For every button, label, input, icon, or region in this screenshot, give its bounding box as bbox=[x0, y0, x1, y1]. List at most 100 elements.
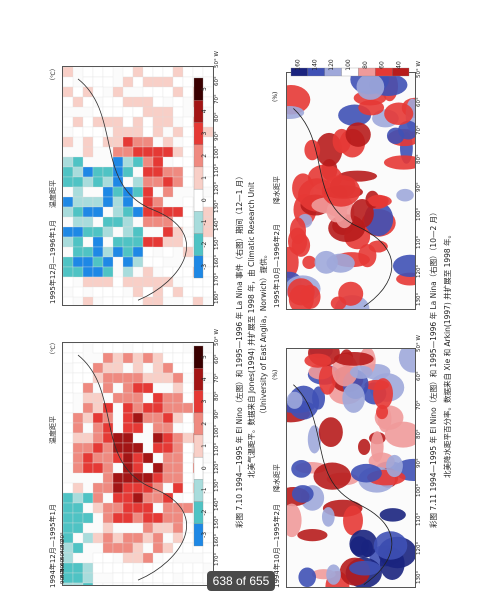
temp-left-lon-tick: 150° bbox=[214, 515, 220, 530]
temp-grid-cell bbox=[122, 236, 134, 248]
temp-grid-cell bbox=[132, 352, 144, 364]
colorbar-swatch bbox=[391, 67, 410, 77]
temp-grid-cell bbox=[63, 582, 74, 585]
precip-anomaly-patch bbox=[287, 503, 302, 538]
temp-grid-cell bbox=[102, 362, 114, 374]
temp-grid-cell bbox=[72, 462, 84, 474]
temp-grid-cell bbox=[192, 582, 204, 585]
colorbar-swatch bbox=[193, 77, 204, 101]
temp-grid-cell bbox=[142, 146, 154, 158]
temp-grid-cell bbox=[132, 286, 144, 298]
temp-grid-cell bbox=[112, 216, 124, 228]
temp-grid-cell bbox=[152, 462, 164, 474]
temp-grid-cell bbox=[182, 246, 194, 258]
temp-grid-cell bbox=[72, 226, 84, 238]
temp-grid-cell bbox=[112, 196, 124, 208]
temp-grid-cell bbox=[72, 166, 84, 178]
colorbar-tick-label: 40 bbox=[396, 61, 403, 69]
temp-grid-cell bbox=[132, 186, 144, 198]
temp-grid-cell bbox=[92, 442, 104, 454]
temp-grid-cell bbox=[63, 402, 74, 414]
temp-grid-cell bbox=[92, 462, 104, 474]
temp-grid-cell bbox=[172, 176, 184, 188]
temp-grid-cell bbox=[132, 472, 144, 484]
temp-grid-cell bbox=[102, 266, 114, 278]
fig-7-11-caption-line2: 北美降水距平百分率。数据来自 Xie 和 Arkin(1997) 并扩展至 19… bbox=[443, 230, 452, 478]
temp-grid-cell bbox=[132, 502, 144, 514]
precip-anomaly-patch bbox=[343, 505, 363, 536]
temp-grid-cell bbox=[142, 562, 154, 574]
temp-grid-cell bbox=[142, 572, 154, 584]
temp-grid-cell bbox=[102, 372, 114, 384]
temp-grid-cell bbox=[122, 116, 134, 128]
temp-grid-cell bbox=[132, 226, 144, 238]
temp-grid-cell bbox=[172, 343, 184, 354]
temp-grid-cell bbox=[132, 372, 144, 384]
temp-grid-cell bbox=[82, 572, 94, 584]
precip-anomaly-patch bbox=[321, 175, 361, 207]
coastline bbox=[77, 78, 187, 301]
precip-map-el-nino bbox=[286, 348, 416, 588]
temp-grid-cell bbox=[92, 582, 104, 585]
temp-grid-cell bbox=[132, 126, 144, 138]
temp-grid-cell bbox=[132, 156, 144, 168]
temp-grid-cell bbox=[122, 542, 134, 554]
precip-right-lon-tick: 50° W bbox=[416, 61, 422, 78]
temp-grid-cell bbox=[112, 352, 124, 364]
precip-anomaly-patch bbox=[300, 284, 321, 309]
temp-grid-cell bbox=[142, 206, 154, 218]
temp-grid-cell bbox=[162, 442, 174, 454]
temp-grid-cell bbox=[122, 532, 134, 544]
temp-grid-cell bbox=[102, 276, 114, 288]
temp-grid-cell bbox=[172, 266, 184, 278]
temp-grid-cell bbox=[92, 402, 104, 414]
temp-right-unit: （℃） bbox=[50, 65, 57, 84]
temp-grid-cell bbox=[132, 116, 144, 128]
temp-grid-cell bbox=[162, 146, 174, 158]
temp-right-lon-tick: 70° bbox=[214, 94, 220, 105]
temp-grid-cell bbox=[63, 352, 74, 364]
fig-7-11-caption: 彩图 7.11 1994—1995 年 El Nino（左图）和 1995—19… bbox=[429, 208, 438, 528]
temp-grid-cell bbox=[162, 362, 174, 374]
temp-grid-cell bbox=[182, 582, 194, 585]
temp-grid-cell bbox=[92, 236, 104, 248]
colorbar-swatch bbox=[193, 345, 204, 369]
temp-grid-cell bbox=[132, 343, 144, 354]
coastline bbox=[77, 354, 187, 581]
temp-grid-cell bbox=[72, 432, 84, 444]
temp-grid-cell bbox=[82, 96, 94, 108]
precip-anomaly-patch bbox=[358, 438, 371, 455]
temp-grid-cell bbox=[122, 582, 134, 585]
temp-grid-cell bbox=[72, 542, 84, 554]
colorbar-tick-label: 5 bbox=[201, 355, 208, 359]
temp-grid-cell bbox=[102, 246, 114, 258]
temp-grid-cell bbox=[92, 412, 104, 424]
precip-left-unit: (%) bbox=[272, 369, 279, 380]
temp-right-lon-tick: 140° bbox=[214, 218, 220, 232]
temp-grid-cell bbox=[142, 452, 154, 464]
temp-left-lon-tick: 90° bbox=[214, 409, 220, 420]
temp-grid-cell bbox=[172, 106, 184, 118]
temp-grid-cell bbox=[72, 343, 84, 354]
temp-grid-cell bbox=[162, 166, 174, 178]
precip-anomaly-patch bbox=[379, 508, 406, 522]
temp-right-lon-tick: 130° bbox=[214, 199, 220, 214]
temp-grid-cell bbox=[72, 246, 84, 258]
temp-grid-cell bbox=[152, 362, 164, 374]
temp-grid-cell bbox=[152, 472, 164, 484]
temp-grid-cell bbox=[72, 512, 84, 524]
temp-grid-cell bbox=[63, 276, 74, 288]
temp-grid-cell bbox=[162, 116, 174, 128]
temp-grid-cell bbox=[142, 236, 154, 248]
temp-grid-cell bbox=[132, 492, 144, 504]
temp-grid-cell bbox=[122, 266, 134, 278]
temp-grid-cell bbox=[202, 286, 213, 298]
temp-right-lon-tick: 60° bbox=[214, 76, 220, 87]
temp-grid-cell bbox=[142, 532, 154, 544]
temp-grid-cell bbox=[162, 266, 174, 278]
temp-grid-cell bbox=[102, 67, 114, 78]
temp-grid-cell bbox=[72, 372, 84, 384]
temp-grid-cell bbox=[162, 106, 174, 118]
temp-grid-cell bbox=[172, 146, 184, 158]
temp-grid-cell bbox=[112, 286, 124, 298]
